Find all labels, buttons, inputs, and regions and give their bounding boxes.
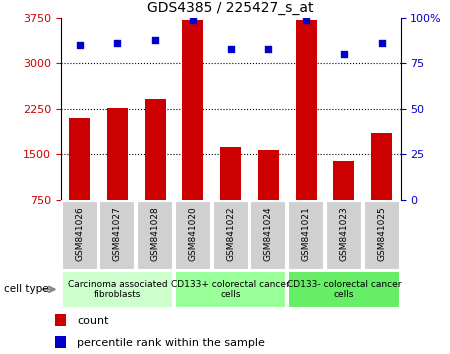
Text: GSM841024: GSM841024 bbox=[264, 207, 273, 261]
Text: GSM841022: GSM841022 bbox=[226, 207, 235, 261]
Bar bbox=[145, 98, 166, 200]
Text: GSM841025: GSM841025 bbox=[377, 207, 386, 261]
Bar bbox=[212, 201, 249, 270]
Text: GSM841027: GSM841027 bbox=[113, 207, 122, 261]
Text: GSM841026: GSM841026 bbox=[75, 207, 84, 261]
Text: cell type: cell type bbox=[4, 284, 49, 295]
Point bbox=[114, 40, 121, 46]
Bar bbox=[62, 271, 173, 308]
Point bbox=[76, 42, 83, 48]
Point bbox=[265, 46, 272, 52]
Text: percentile rank within the sample: percentile rank within the sample bbox=[77, 338, 265, 348]
Bar bbox=[288, 201, 324, 270]
Bar bbox=[62, 201, 98, 270]
Bar bbox=[364, 201, 400, 270]
Text: CD133+ colorectal cancer
cells: CD133+ colorectal cancer cells bbox=[171, 280, 290, 299]
Bar bbox=[258, 150, 279, 200]
Text: count: count bbox=[77, 316, 108, 326]
Bar bbox=[220, 147, 241, 200]
Bar bbox=[69, 118, 90, 200]
Bar bbox=[296, 19, 316, 200]
Bar bbox=[137, 201, 173, 270]
Text: GSM841028: GSM841028 bbox=[151, 207, 160, 261]
Bar bbox=[326, 201, 362, 270]
Bar bbox=[371, 133, 392, 200]
Bar bbox=[175, 271, 287, 308]
Point bbox=[302, 17, 310, 22]
Point bbox=[340, 51, 347, 57]
Text: GSM841021: GSM841021 bbox=[302, 207, 310, 261]
Text: CD133- colorectal cancer
cells: CD133- colorectal cancer cells bbox=[287, 280, 401, 299]
Point bbox=[152, 37, 159, 42]
Title: GDS4385 / 225427_s_at: GDS4385 / 225427_s_at bbox=[148, 1, 314, 15]
Bar bbox=[99, 201, 135, 270]
Text: GSM841023: GSM841023 bbox=[339, 207, 348, 261]
Bar bbox=[175, 201, 211, 270]
Bar bbox=[333, 161, 354, 200]
Bar bbox=[55, 314, 66, 326]
Text: GSM841020: GSM841020 bbox=[189, 207, 198, 261]
Bar bbox=[250, 201, 287, 270]
Bar bbox=[55, 336, 66, 348]
Point bbox=[189, 17, 197, 22]
Text: Carcinoma associated
fibroblasts: Carcinoma associated fibroblasts bbox=[68, 280, 167, 299]
Bar bbox=[183, 19, 203, 200]
Bar bbox=[107, 108, 128, 200]
Point bbox=[227, 46, 234, 52]
Bar bbox=[288, 271, 400, 308]
Point bbox=[378, 40, 385, 46]
